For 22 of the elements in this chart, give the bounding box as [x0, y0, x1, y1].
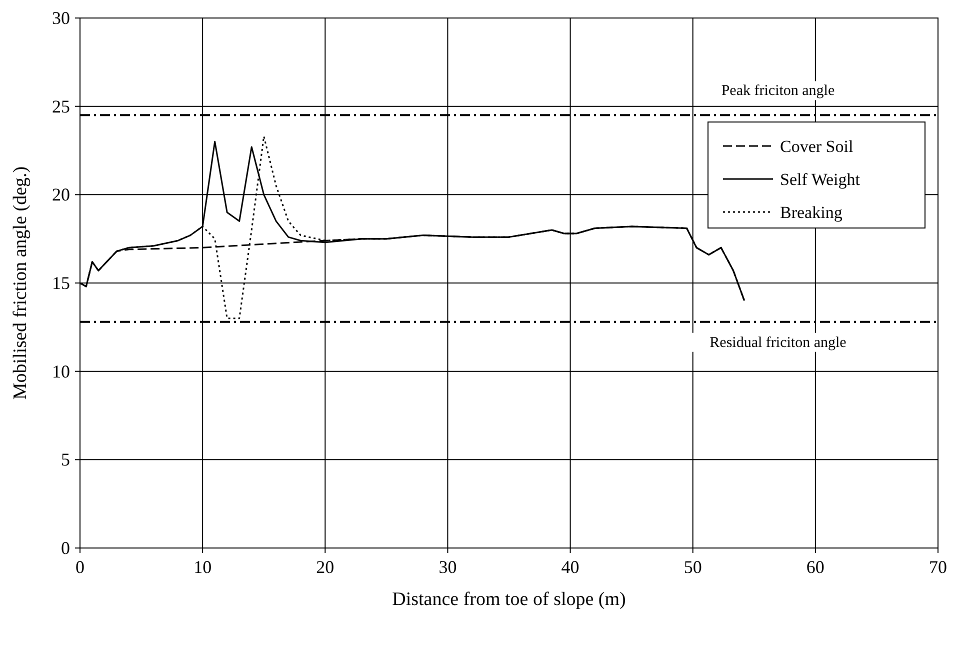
y-tick-label: 10	[52, 361, 70, 382]
legend-label: Self Weight	[780, 170, 860, 189]
x-tick-label: 10	[194, 557, 212, 577]
x-tick-label: 40	[561, 557, 580, 577]
x-tick-label: 50	[684, 557, 702, 577]
legend-label: Cover Soil	[780, 137, 854, 156]
y-tick-label: 20	[52, 184, 70, 205]
x-axis-title: Distance from toe of slope (m)	[392, 589, 626, 610]
ref-line-label: Peak friciton angle	[721, 83, 835, 100]
y-tick-label: 15	[52, 273, 70, 293]
ref-line-label: Residual friciton angle	[710, 334, 847, 351]
y-tick-label: 30	[52, 8, 70, 28]
x-tick-label: 20	[316, 557, 334, 577]
y-axis-title: Mobilised friction angle (deg.)	[10, 166, 31, 400]
legend-label: Breaking	[780, 203, 843, 222]
x-tick-label: 70	[929, 557, 947, 577]
y-tick-label: 25	[52, 96, 70, 116]
x-tick-label: 0	[76, 557, 84, 577]
y-tick-label: 0	[61, 538, 70, 558]
x-tick-label: 60	[806, 557, 824, 577]
x-tick-label: 30	[438, 557, 457, 577]
y-tick-label: 5	[61, 450, 70, 470]
